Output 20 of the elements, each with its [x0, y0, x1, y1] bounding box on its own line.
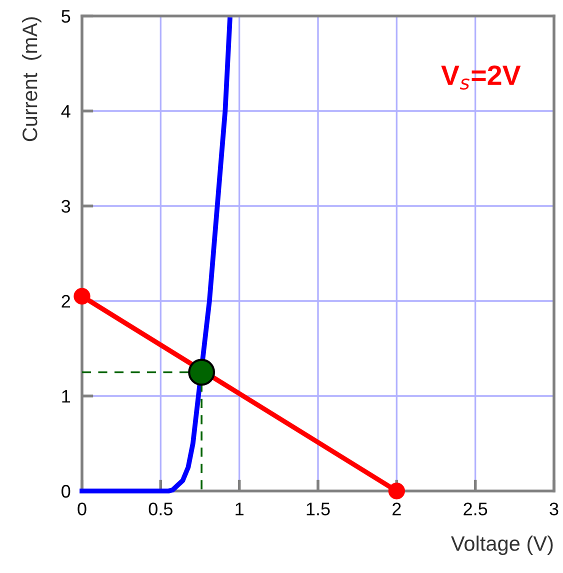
y-tick-label: 0: [62, 484, 70, 498]
y-tick-label: 4: [61, 105, 70, 118]
y-axis-title: Current (mA): [22, 17, 42, 142]
x-tick-label: 3: [550, 502, 558, 516]
x-axis-title: Voltage (V): [451, 536, 553, 556]
x-tick-label: 1: [236, 502, 244, 516]
y-tick-label: 5: [62, 10, 70, 23]
point: [388, 482, 405, 500]
y-tick-label: 3: [62, 200, 70, 213]
y-tick-label: 2: [62, 294, 70, 308]
point: [188, 358, 216, 386]
x-tick-label: 0: [78, 502, 86, 516]
x-tick-label: 0.5: [148, 502, 172, 516]
y-tick-label: 1: [62, 390, 70, 403]
annotation: V$_{s}$=2V: [441, 65, 521, 90]
x-tick-label: 2.5: [464, 502, 488, 516]
point: [74, 288, 90, 305]
x-tick-label: 2: [392, 502, 401, 516]
x-tick-label: 1.5: [306, 502, 330, 516]
line-series: [80, 17, 232, 494]
